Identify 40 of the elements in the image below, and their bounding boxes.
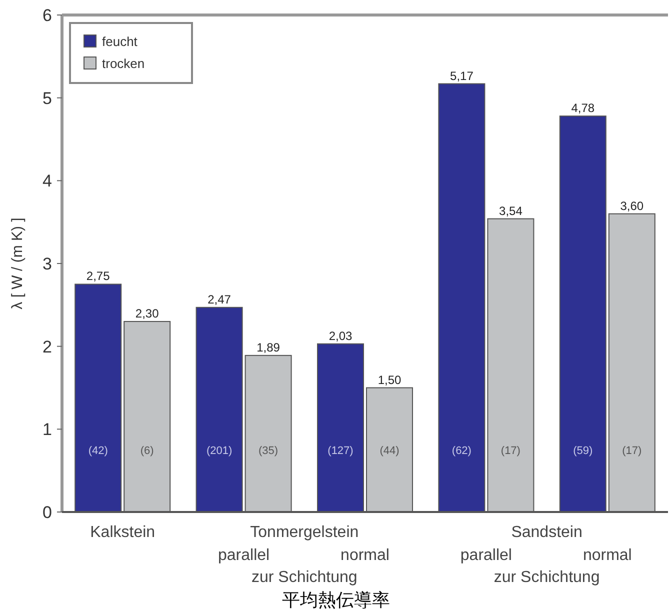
text: Sandstein xyxy=(511,524,582,541)
data-label: 3,60 xyxy=(620,198,644,213)
annotation: (42) xyxy=(88,444,108,457)
data-label: 1,89 xyxy=(256,340,280,354)
y-tick-label: 4 xyxy=(42,172,52,191)
y-tick-label: 0 xyxy=(42,503,52,522)
text: zur Schichtung xyxy=(251,569,358,586)
annotation: (6) xyxy=(140,444,154,457)
y-axis-title: λ [ W / (m K) ] xyxy=(9,218,26,310)
data-label: 2,30 xyxy=(135,306,160,320)
annotation: (44) xyxy=(380,444,400,457)
x-tick-label: parallel xyxy=(460,547,512,564)
y-tick-label: 3 xyxy=(42,254,52,274)
x-tick-label: Kalkstein xyxy=(90,524,156,541)
annotation: (35) xyxy=(258,444,278,457)
annotation: (17) xyxy=(500,444,520,457)
legend-label: feucht xyxy=(102,34,138,49)
x-tick-label: normal xyxy=(340,547,390,564)
data-label: 3,54 xyxy=(499,204,523,218)
data-label: 4,78 xyxy=(571,101,595,116)
annotation: (201) xyxy=(206,444,232,457)
y-tick-label: 2 xyxy=(42,337,52,356)
data-label: 2,47 xyxy=(208,292,232,306)
data-label: 5,17 xyxy=(450,68,474,83)
annotation: (59) xyxy=(573,444,593,457)
text: 平均熱伝導率 xyxy=(282,590,390,610)
y-tick-label: 1 xyxy=(42,420,52,440)
text: zur Schichtung xyxy=(494,569,600,586)
x-tick-label: parallel xyxy=(218,547,270,564)
annotation: (62) xyxy=(452,444,472,457)
y-tick-label: 6 xyxy=(42,6,52,25)
text: Tonmergelstein xyxy=(250,524,359,541)
data-label: 2,03 xyxy=(328,328,352,343)
data-label: 1,50 xyxy=(378,372,402,387)
legend-label: trocken xyxy=(102,56,145,71)
annotation: (127) xyxy=(328,444,354,457)
y-tick-label: 5 xyxy=(42,88,52,108)
data-label: 2,75 xyxy=(86,269,110,284)
annotation: (17) xyxy=(622,444,642,457)
x-tick-label: normal xyxy=(582,547,632,564)
